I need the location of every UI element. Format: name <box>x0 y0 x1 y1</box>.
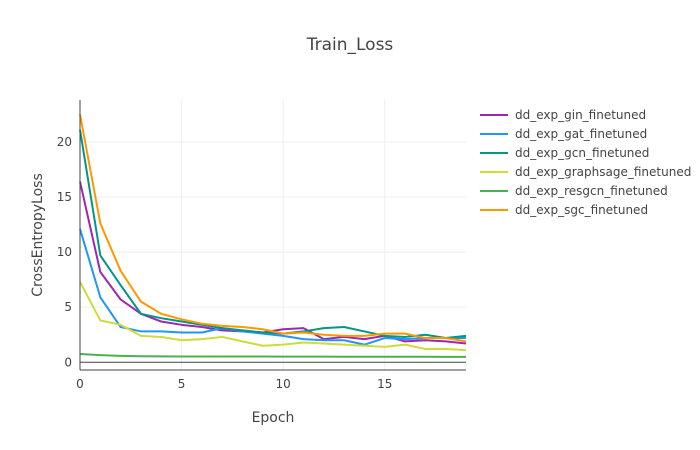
legend-label: dd_exp_gcn_finetuned <box>515 146 649 160</box>
axes <box>79 100 466 371</box>
legend-label: dd_exp_sgc_finetuned <box>515 203 648 217</box>
y-tick-label: 0 <box>64 355 72 369</box>
x-tick-label: 10 <box>276 377 291 391</box>
legend: dd_exp_gin_finetuned dd_exp_gat_finetuned… <box>480 108 691 217</box>
chart-title: Train_Loss <box>306 35 394 55</box>
legend-label: dd_exp_gin_finetuned <box>515 108 646 122</box>
y-tick-label: 5 <box>64 300 72 314</box>
legend-item: dd_exp_gcn_finetuned <box>480 146 649 160</box>
series-line-dd_exp_gat_finetuned <box>79 228 466 346</box>
x-tick-label: 15 <box>377 377 392 391</box>
legend-item: dd_exp_resgcn_finetuned <box>480 184 668 198</box>
legend-item: dd_exp_sgc_finetuned <box>480 203 648 217</box>
y-tick-label: 20 <box>57 135 72 149</box>
x-tick-labels: 0 5 10 15 <box>76 377 392 391</box>
plot-area: 0 5 10 15 0 5 10 15 20 <box>57 100 467 391</box>
series-line-dd_exp_gcn_finetuned <box>79 129 467 340</box>
grid-lines <box>80 100 466 370</box>
y-axis-title: CrossEntropyLoss <box>30 173 46 296</box>
y-tick-label: 10 <box>57 245 72 259</box>
series-line-dd_exp_gin_finetuned <box>79 181 467 345</box>
legend-label: dd_exp_graphsage_finetuned <box>515 165 691 179</box>
y-tick-label: 15 <box>57 190 72 204</box>
x-tick-label: 0 <box>76 377 84 391</box>
series-line-dd_exp_sgc_finetuned <box>79 114 467 343</box>
legend-item: dd_exp_gat_finetuned <box>480 127 647 141</box>
x-axis-title: Epoch <box>252 410 295 426</box>
x-tick-label: 5 <box>178 377 186 391</box>
legend-item: dd_exp_gin_finetuned <box>480 108 646 122</box>
series-line-dd_exp_graphsage_finetuned <box>79 281 467 352</box>
y-tick-labels: 0 5 10 15 20 <box>57 135 72 369</box>
legend-label: dd_exp_resgcn_finetuned <box>515 184 668 198</box>
legend-label: dd_exp_gat_finetuned <box>515 127 647 141</box>
series-line-dd_exp_resgcn_finetuned <box>79 353 466 358</box>
legend-item: dd_exp_graphsage_finetuned <box>480 165 691 179</box>
series-lines <box>79 114 467 358</box>
